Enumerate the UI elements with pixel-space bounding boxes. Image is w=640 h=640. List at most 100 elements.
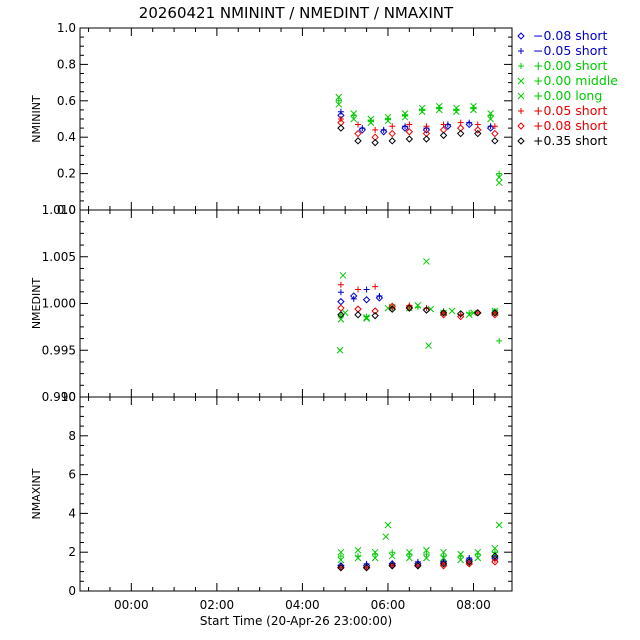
data-point: [440, 554, 447, 562]
data-point: [388, 305, 396, 313]
data-point: [457, 556, 465, 564]
panel-nmaxint: 0 2 4 6 8 10 00:00 02:00 04:00 06:00 08:00 NMAXINT: [30, 390, 513, 612]
data-point: [337, 316, 345, 323]
data-point: [474, 554, 482, 562]
legend-entry: +0.05 short: [518, 103, 608, 118]
y-tick-label: 2: [68, 545, 76, 559]
data-point: [337, 564, 345, 572]
data-point: [439, 309, 448, 317]
data-point: [389, 123, 396, 130]
legend-marker: [517, 122, 525, 130]
data-point: [491, 309, 499, 317]
y-tick-label: 1.0: [57, 21, 76, 35]
data-point: [422, 126, 431, 134]
data-point: [337, 297, 345, 306]
data-point: [466, 119, 473, 126]
series--0-05-short: [337, 286, 383, 302]
legend: −0.08 short−0.05 short+0.00 short+0.00 m…: [517, 28, 618, 148]
legend-marker: [518, 48, 524, 54]
data-point: [422, 135, 431, 143]
panel-nminint: 0.0 0.2 0.4 0.6 0.8 1.0 NMININT: [30, 21, 513, 217]
y-tick-label: 0.4: [57, 130, 76, 144]
data-point: [337, 548, 345, 556]
plot-frame: [79, 27, 513, 211]
y-tick-label: 0.8: [57, 57, 76, 71]
data-point: [355, 286, 362, 293]
data-point: [388, 302, 396, 311]
data-point: [405, 554, 413, 562]
legend-label: +0.35 short: [533, 133, 608, 148]
data-point: [491, 123, 498, 130]
series--0-00-middle: [336, 258, 499, 354]
data-point: [379, 128, 388, 136]
data-point: [491, 309, 498, 316]
data-point: [414, 562, 422, 570]
y-tick-label: 1.005: [42, 250, 76, 264]
data-point: [337, 124, 345, 132]
data-point: [491, 550, 499, 558]
panel-nmedint: 0.990 0.995 1.000 1.005 1.010 NMEDINT: [30, 203, 513, 404]
data-point: [474, 126, 482, 134]
data-point: [405, 135, 414, 143]
data-point: [372, 126, 379, 133]
data-point: [406, 121, 413, 128]
legend-entry: +0.00 long: [517, 88, 602, 103]
series--0-00-long: [337, 302, 499, 323]
series--0-00-short: [335, 97, 503, 177]
data-point: [487, 110, 494, 117]
data-point: [335, 101, 343, 108]
data-point: [465, 120, 473, 129]
y-tick-label: 0.995: [42, 343, 76, 357]
legend-marker: [517, 92, 525, 100]
data-point: [495, 173, 503, 181]
data-point: [359, 125, 366, 132]
chart-title: 20260421 NMININT / NMEDINT / NMAXINT: [139, 4, 454, 22]
data-point: [465, 311, 473, 319]
data-point: [354, 311, 362, 319]
data-point: [350, 295, 357, 302]
data-point: [448, 307, 456, 315]
series--0-00-short: [337, 549, 498, 560]
data-point: [422, 306, 431, 314]
data-point: [375, 294, 384, 302]
x-tick-label: 04:00: [285, 598, 320, 612]
data-point: [337, 556, 345, 564]
data-point: [470, 106, 477, 114]
data-point: [371, 307, 379, 315]
series--0-00-long: [337, 550, 499, 564]
legend-marker: [518, 63, 524, 69]
x-tick-label: 00:00: [114, 598, 149, 612]
series--0-35-short: [337, 124, 499, 147]
y-tick-label: 4: [68, 506, 76, 520]
data-point: [414, 562, 421, 569]
data-point: [337, 281, 344, 288]
data-point: [405, 303, 414, 311]
data-point: [487, 115, 494, 123]
x-tick-label: 08:00: [456, 598, 491, 612]
legend-entry: +0.35 short: [517, 133, 608, 148]
data-point: [388, 562, 396, 570]
legend-entry: +0.00 middle: [517, 73, 618, 88]
data-point: [376, 293, 383, 300]
data-point: [388, 552, 396, 560]
data-point: [336, 346, 344, 354]
y-tick-label: 0.2: [57, 167, 76, 181]
data-point: [474, 129, 482, 138]
data-point: [354, 554, 362, 562]
data-point: [363, 314, 370, 321]
data-point: [474, 309, 482, 317]
y-axis-label: NMININT: [30, 95, 43, 143]
data-point: [496, 337, 503, 344]
data-point: [401, 124, 409, 132]
y-tick-label: 1.000: [42, 297, 76, 311]
data-point: [491, 552, 499, 560]
x-tick-label: 06:00: [371, 598, 406, 612]
data-point: [350, 115, 358, 123]
legend-marker: [517, 137, 525, 145]
data-point: [371, 138, 379, 147]
y-axis-label: NMEDINT: [30, 278, 43, 330]
legend-label: +0.00 middle: [533, 73, 618, 88]
data-point: [405, 548, 413, 556]
data-point: [402, 123, 409, 130]
legend-marker: [517, 32, 525, 40]
